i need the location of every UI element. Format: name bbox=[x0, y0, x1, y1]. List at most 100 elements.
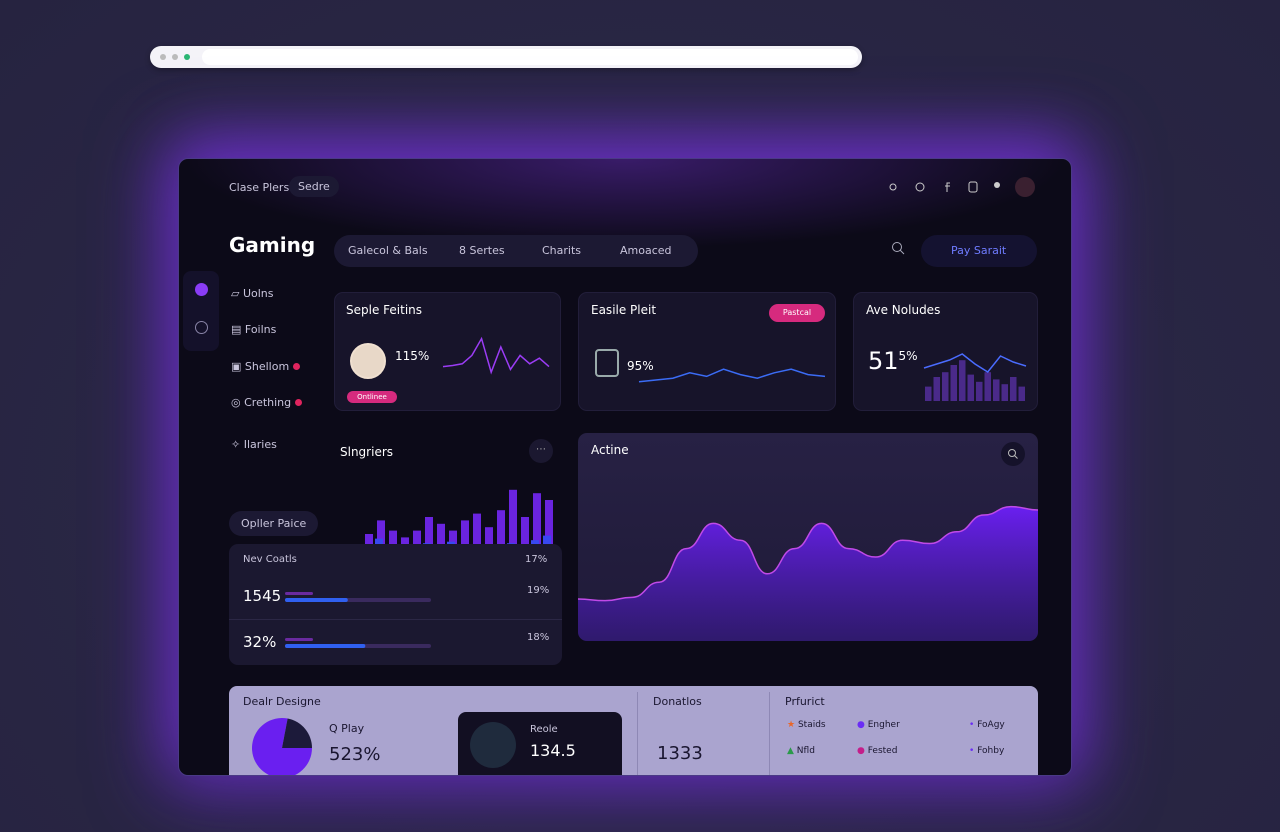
panel-title: Nev Coatls bbox=[243, 554, 297, 565]
search-icon[interactable] bbox=[891, 241, 905, 255]
mini-value: 134.5 bbox=[530, 741, 576, 760]
page-title: Gaming bbox=[229, 233, 316, 257]
bar bbox=[1001, 384, 1008, 401]
bar bbox=[976, 381, 983, 401]
window-dot bbox=[172, 54, 178, 60]
avatar[interactable] bbox=[1015, 177, 1035, 197]
icon[interactable] bbox=[915, 182, 925, 192]
pie-label: Q Play bbox=[329, 722, 365, 735]
bar bbox=[377, 520, 385, 551]
sidebar-item[interactable]: ▱ Uolns bbox=[231, 287, 274, 300]
glow bbox=[179, 159, 1071, 249]
panel-title: Prfurict bbox=[785, 695, 825, 708]
section-title: Slngriers bbox=[340, 445, 394, 459]
bar bbox=[993, 379, 1000, 401]
progress-fill bbox=[285, 644, 366, 648]
panel-title: Donatlos bbox=[653, 695, 702, 708]
card-value: 95% bbox=[627, 359, 654, 373]
legend-item: ● Engher bbox=[857, 720, 900, 730]
don-value: 1333 bbox=[657, 743, 703, 764]
legend-label: Nfld bbox=[796, 746, 815, 756]
more-button[interactable]: ⋯ bbox=[529, 439, 553, 463]
sparkline-path bbox=[923, 353, 1027, 373]
sparkline bbox=[638, 368, 826, 383]
sidebar-item[interactable]: ✧ Ilaries bbox=[231, 438, 277, 451]
sidebar-label: Ilaries bbox=[243, 438, 277, 451]
action-label: Pay Sarait bbox=[951, 244, 1007, 257]
bar bbox=[389, 530, 397, 551]
icon-row bbox=[889, 177, 1035, 197]
mini-title: Reole bbox=[530, 724, 558, 735]
sparkline bbox=[442, 336, 550, 375]
bar-chart bbox=[925, 360, 1025, 401]
rail-icon[interactable] bbox=[195, 321, 208, 334]
progress-top bbox=[285, 592, 313, 595]
sidebar-label: Crething bbox=[244, 396, 292, 409]
stat-card: Seple Feitins 115% Ontlinee bbox=[334, 292, 561, 411]
sidebar-item[interactable]: ◎ Crething bbox=[231, 396, 302, 409]
bar bbox=[509, 489, 517, 551]
bottom-panel: Dealr Designe Q Play 523% Reole 134.5 Do… bbox=[229, 686, 1038, 775]
area bbox=[578, 506, 1038, 641]
alert-dot bbox=[294, 399, 302, 406]
sparkline-path bbox=[638, 368, 826, 383]
divider bbox=[637, 692, 638, 775]
panel-title: Actine bbox=[591, 443, 629, 457]
card-value: 515% bbox=[868, 347, 918, 375]
action-button[interactable]: Pay Sarait bbox=[921, 235, 1037, 267]
row-pct: 19% bbox=[527, 585, 550, 596]
legend-label: Engher bbox=[867, 720, 900, 730]
bar bbox=[425, 517, 433, 551]
area-line bbox=[578, 505, 1038, 602]
icon[interactable] bbox=[945, 182, 950, 192]
alert-dot bbox=[292, 363, 300, 370]
sidebar-item[interactable]: ▤ Foilns bbox=[231, 323, 277, 336]
nav-item[interactable]: Amoaced bbox=[620, 244, 672, 257]
row-label: 1545 bbox=[243, 587, 282, 605]
progress-bars bbox=[285, 592, 431, 648]
value-main: 51 bbox=[868, 347, 899, 375]
browser-bar bbox=[150, 46, 862, 68]
emblem bbox=[595, 349, 619, 377]
icon[interactable] bbox=[994, 182, 1000, 188]
icon[interactable] bbox=[968, 181, 978, 193]
filter-button[interactable]: Opller Paice bbox=[229, 511, 319, 536]
address-field[interactable] bbox=[202, 49, 858, 65]
bar bbox=[533, 493, 541, 551]
bar bbox=[473, 513, 481, 551]
rail-icon[interactable] bbox=[195, 283, 208, 296]
tag[interactable]: Sedre bbox=[289, 176, 339, 197]
nav-item[interactable]: 8 Sertes bbox=[459, 244, 505, 257]
pie-chart bbox=[252, 718, 312, 775]
active-panel: Actine bbox=[578, 433, 1038, 641]
bar bbox=[437, 523, 445, 551]
bar bbox=[959, 360, 966, 401]
sidebar-item[interactable]: ▣ Shellom bbox=[231, 360, 300, 373]
mini-image bbox=[470, 722, 516, 768]
legend-label: Fohby bbox=[977, 746, 1005, 756]
stat-card: Easile Pleit Pastcal 95% bbox=[578, 292, 836, 411]
icon[interactable] bbox=[889, 183, 897, 191]
bar bbox=[1010, 377, 1017, 401]
legend-item: ▲ Nfld bbox=[787, 746, 815, 756]
nav-item[interactable]: Charits bbox=[542, 244, 582, 257]
bar bbox=[413, 530, 421, 551]
legend-item: ★ Staids bbox=[787, 720, 826, 730]
legend-item: • Fohby bbox=[969, 746, 1005, 756]
divider bbox=[229, 619, 562, 620]
badge[interactable]: Pastcal bbox=[769, 304, 825, 322]
nav-item[interactable]: Galecol & Bals bbox=[348, 244, 428, 257]
bar bbox=[461, 520, 469, 551]
bar bbox=[950, 365, 957, 401]
bar bbox=[942, 372, 949, 401]
panel-title: Dealr Designe bbox=[243, 695, 321, 708]
bar bbox=[967, 374, 974, 401]
panel-corner: 17% bbox=[525, 554, 548, 565]
top-icons bbox=[887, 177, 1039, 197]
area-chart bbox=[578, 505, 1038, 641]
bar bbox=[365, 534, 373, 551]
search-button[interactable] bbox=[1000, 441, 1026, 467]
progress-fill bbox=[285, 598, 348, 602]
badge[interactable]: Ontlinee bbox=[347, 391, 397, 403]
